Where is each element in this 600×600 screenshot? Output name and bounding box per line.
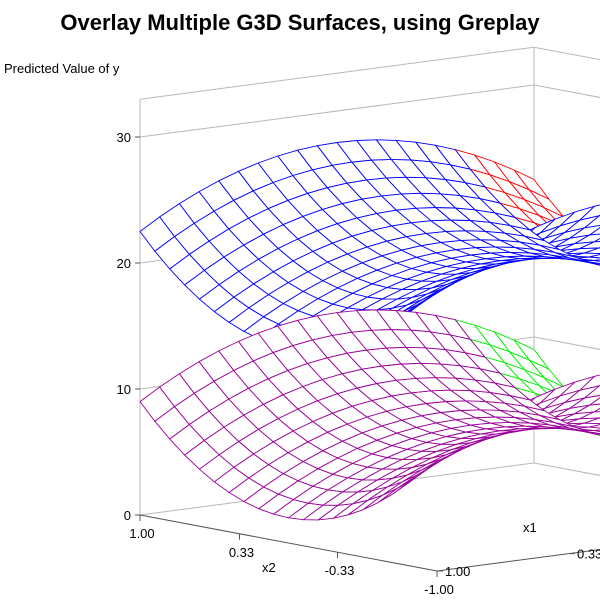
x1-axis-ticks: 1.000.33-0.33-1.00 [437,547,600,579]
surface-front [139,309,600,521]
x1-tick-label: 0.33 [577,547,600,562]
x1-tick-label: 1.00 [445,564,470,579]
frame-edge [139,46,535,100]
frame-edge [533,46,600,61]
z-axis-ticks: 0 10 20 30 [117,130,140,523]
z-tick-label: 0 [124,508,131,523]
x1-axis-line [436,548,600,572]
gridline [533,84,600,98]
x2-tick-label: -0.33 [325,563,355,578]
z-tick-label: 30 [117,130,131,145]
surface-cell [587,227,600,236]
z-tick-label: 10 [117,382,131,397]
x2-tick-label: 1.00 [129,526,154,541]
surface-cell [434,314,472,340]
gridline [533,336,600,350]
z-axis-label: Predicted Value of y [4,61,120,76]
floor-axes [139,514,600,572]
surface-cell [434,144,472,170]
z-tick-label: 20 [117,256,131,271]
frame-edge [533,462,600,476]
surface-cell [594,408,600,413]
x2-axis-label: x2 [262,560,276,575]
surface-cell [513,169,550,200]
x2-axis-line [139,514,438,572]
gridline [139,84,535,138]
surface-cell [513,339,550,370]
surface-front [139,139,600,351]
surfaces [139,139,600,521]
surface-cell [594,237,600,243]
x2-tick-label: 0.33 [229,545,254,560]
x1-axis-label: x1 [523,520,537,535]
x2-tick-label: -1.00 [424,582,454,597]
surface-cell [587,397,600,406]
x2-axis-ticks: 1.00 0.33 -0.33 -1.00 [129,515,454,597]
chart-title: Overlay Multiple G3D Surfaces, using Gre… [60,10,540,35]
